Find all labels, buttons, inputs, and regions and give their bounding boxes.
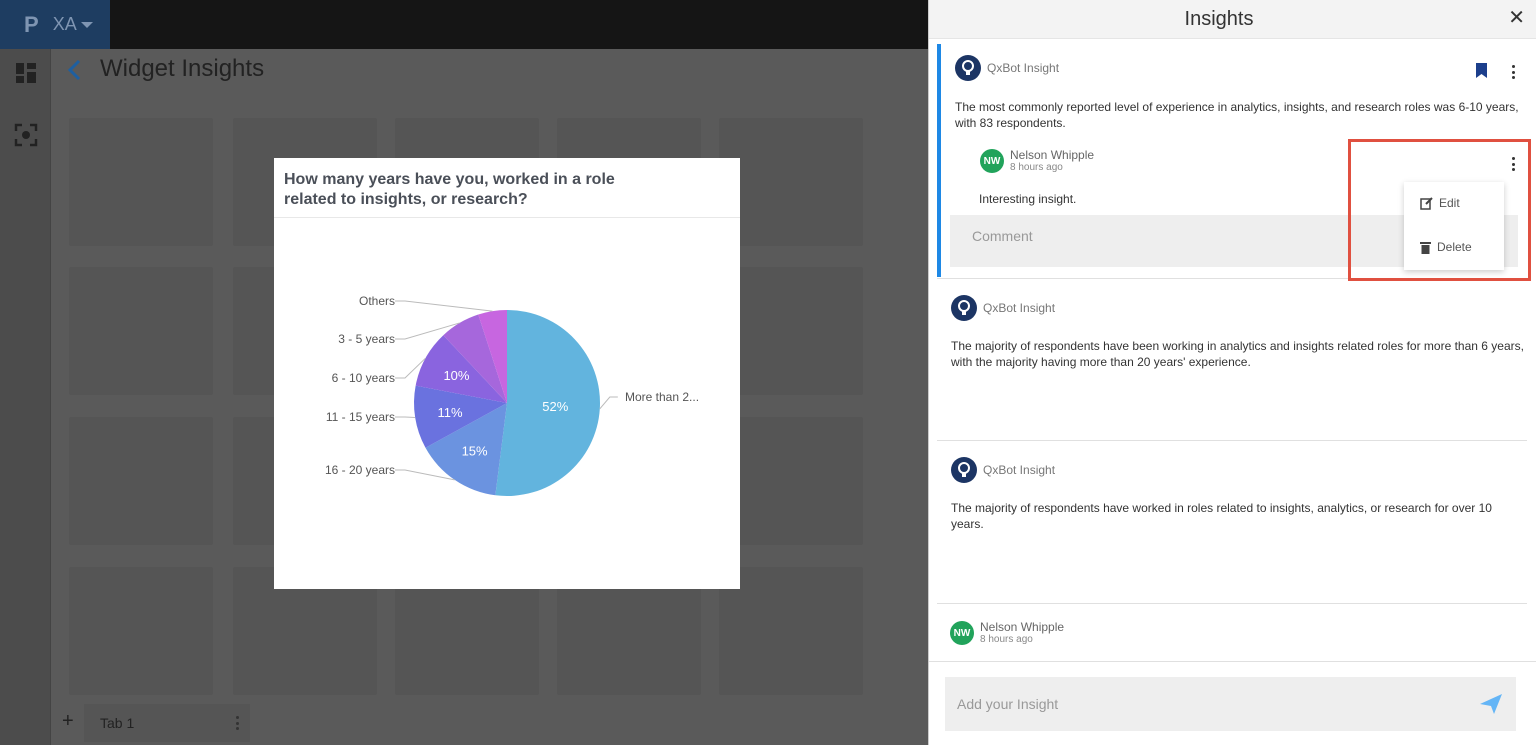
back-arrow-icon[interactable]: [64, 58, 84, 82]
insight-text: The majority of respondents have worked …: [951, 501, 1492, 531]
slice-category-label: 11 - 15 years: [326, 410, 395, 424]
pie-slice[interactable]: [415, 335, 507, 403]
left-rail: [0, 49, 51, 745]
comment-text: Interesting insight.: [979, 192, 1077, 206]
insights-panel: Insights ✕ QxBot Insight The most common…: [928, 0, 1536, 745]
pie-slice[interactable]: [414, 385, 507, 448]
leader-line: [395, 300, 493, 312]
leader-line: [395, 469, 455, 481]
focus-scan-icon[interactable]: [12, 121, 40, 149]
add-insight-box[interactable]: [945, 677, 1516, 731]
insight-author-row: QxBot Insight: [951, 295, 1055, 321]
widget-tile-placeholder: [719, 118, 863, 246]
comment-timestamp: 8 hours ago: [1010, 162, 1063, 173]
workspace-label: XA: [52, 14, 77, 34]
slice-category-label: Others: [359, 294, 395, 308]
slice-category-label: 6 - 10 years: [332, 371, 395, 385]
edit-label: Edit: [1439, 196, 1460, 210]
delete-menu-item[interactable]: Delete: [1420, 240, 1472, 254]
chart-widget-card: How many years have you, worked in a rol…: [274, 158, 740, 589]
pie-slice[interactable]: [495, 310, 601, 496]
tab-label: Tab 1: [100, 715, 135, 731]
widget-tile-placeholder: [69, 118, 213, 246]
workspace-selector[interactable]: XA: [53, 14, 93, 35]
slice-data-label: 10%: [443, 368, 469, 383]
widget-tile-placeholder: [719, 567, 863, 695]
avatar: NW: [980, 149, 1004, 173]
insight-author-row: QxBot Insight: [955, 55, 1059, 81]
lightbulb-icon: [955, 55, 981, 81]
comment-header: NW Nelson Whipple 8 hours ago: [980, 148, 1094, 174]
insight-more-icon[interactable]: [1512, 65, 1516, 79]
annotation-highlight-box: [1348, 139, 1531, 281]
pie-slice[interactable]: [478, 310, 507, 403]
comment-context-menu: Edit Delete: [1404, 182, 1504, 270]
edit-menu-item[interactable]: Edit: [1420, 196, 1460, 210]
send-icon[interactable]: [1480, 694, 1502, 714]
slice-category-label: 16 - 20 years: [325, 463, 395, 477]
lightbulb-icon: [951, 295, 977, 321]
page-title: Widget Insights: [100, 55, 265, 82]
user-name: Nelson Whipple: [980, 620, 1065, 634]
leader-line: [395, 416, 416, 419]
insight-item[interactable]: QxBot Insight The majority of respondent…: [937, 446, 1527, 596]
caret-down-icon: [80, 21, 93, 28]
leader-line: [599, 396, 618, 410]
lightbulb-icon: [951, 457, 977, 483]
insight-author-row: QxBot Insight: [951, 457, 1055, 483]
avatar: NW: [950, 621, 974, 645]
slice-category-label: 3 - 5 years: [338, 332, 395, 346]
divider: [937, 603, 1527, 604]
slice-data-label: 52%: [542, 399, 568, 414]
user-insight-header: NW Nelson Whipple 8 hours ago: [950, 620, 1064, 646]
app-logo: P: [24, 11, 39, 37]
add-insight-input[interactable]: [945, 677, 1465, 731]
leader-line: [395, 322, 460, 340]
trash-icon: [1420, 241, 1431, 254]
edit-icon: [1420, 196, 1433, 210]
insight-author: QxBot Insight: [983, 301, 1056, 315]
add-tab-icon[interactable]: +: [62, 710, 74, 732]
commenter-name: Nelson Whipple: [1010, 148, 1095, 162]
brand-area: P XA: [0, 0, 110, 49]
tab-1[interactable]: Tab 1: [84, 704, 250, 742]
insight-item[interactable]: QxBot Insight The most commonly reported…: [937, 44, 1527, 277]
widget-tile-placeholder: [69, 567, 213, 695]
insight-text: The majority of respondents have been wo…: [951, 339, 1524, 369]
divider: [937, 440, 1527, 441]
top-bar: P XA: [0, 0, 928, 49]
card-divider: [274, 217, 740, 218]
slice-data-label: 11%: [438, 405, 463, 420]
divider: [937, 278, 1527, 279]
slice-category-label: More than 2...: [625, 390, 699, 404]
tab-more-icon[interactable]: [236, 716, 240, 730]
insight-author: QxBot Insight: [983, 463, 1056, 477]
dashboard-icon[interactable]: [12, 59, 40, 87]
divider: [929, 661, 1536, 662]
widget-tile-placeholder: [69, 267, 213, 395]
widget-tile-placeholder: [719, 267, 863, 395]
insight-text: The most commonly reported level of expe…: [955, 100, 1519, 130]
timestamp: 8 hours ago: [980, 634, 1033, 645]
pie-slice[interactable]: [425, 403, 507, 496]
insight-author: QxBot Insight: [987, 61, 1060, 75]
pie-slice[interactable]: [443, 314, 507, 403]
chart-title: How many years have you, worked in a rol…: [284, 171, 615, 208]
bookmark-icon[interactable]: [1476, 63, 1487, 83]
delete-label: Delete: [1437, 240, 1472, 254]
insight-item[interactable]: QxBot Insight The majority of respondent…: [937, 284, 1527, 434]
comment-more-icon[interactable]: [1512, 157, 1516, 171]
close-icon[interactable]: ✕: [1508, 7, 1525, 29]
widget-tile-placeholder: [69, 417, 213, 545]
panel-header: Insights ✕: [929, 0, 1536, 39]
slice-data-label: 15%: [462, 444, 488, 459]
panel-title: Insights: [1184, 8, 1254, 30]
widget-tile-placeholder: [719, 417, 863, 545]
pie-chart: 52% More than 2... 15% 16 - 20 years 11% 11 -…: [325, 294, 699, 496]
leader-line: [395, 357, 426, 379]
